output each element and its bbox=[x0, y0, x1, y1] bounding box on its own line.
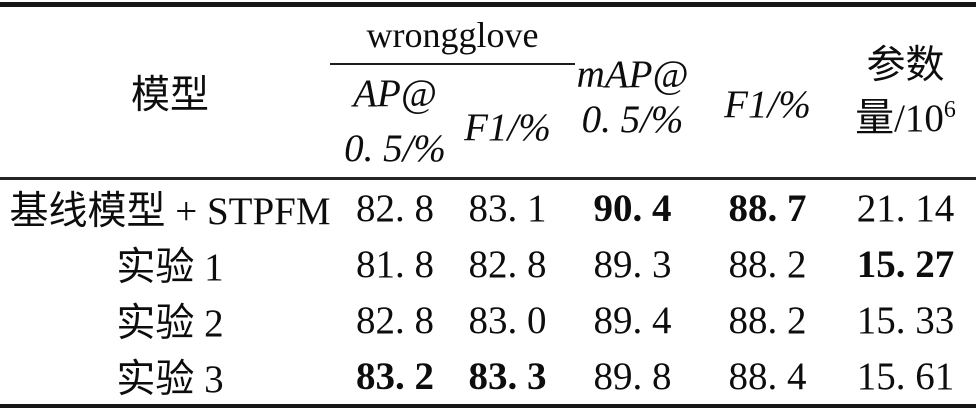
wrongglove-subheaders: AP@ 0. 5/% F1/% bbox=[340, 65, 565, 177]
results-table: 模型 wrongglove AP@ 0. 5/% F1/% bbox=[0, 7, 976, 404]
col-header-map05-line1: mAP@ bbox=[576, 53, 689, 97]
col-header-params-line2: 量/106 bbox=[835, 92, 976, 145]
col-header-f1: F1/% bbox=[700, 7, 835, 180]
table-row: 实验 1 81. 8 82. 8 89. 3 88. 2 15. 27 bbox=[0, 236, 976, 292]
wrongglove-group: wrongglove AP@ 0. 5/% F1/% bbox=[330, 7, 575, 177]
table-row: 实验 3 83. 2 83. 3 89. 8 88. 4 15. 61 bbox=[0, 348, 976, 404]
col-group-wrongglove: wrongglove AP@ 0. 5/% F1/% bbox=[330, 7, 575, 180]
table-row: 基线模型 + STPFM 82. 8 83. 1 90. 4 88. 7 21. 14 bbox=[0, 179, 976, 237]
cell-model: 实验 1 bbox=[116, 246, 224, 289]
cell-model: 实验 2 bbox=[116, 302, 224, 345]
cell-map05: 89. 3 bbox=[593, 242, 672, 286]
cell-ap05: 82. 8 bbox=[356, 186, 434, 230]
cell-f1: 88. 2 bbox=[728, 242, 807, 286]
cell-ap05: 82. 8 bbox=[356, 298, 434, 342]
col-header-map05-line2: 0. 5/% bbox=[581, 98, 684, 141]
col-header-model: 模型 bbox=[0, 7, 340, 180]
col-header-ap05-line2: 0. 5/% bbox=[344, 127, 446, 170]
cell-f1: 88. 4 bbox=[728, 354, 807, 398]
cell-map05: 89. 4 bbox=[593, 298, 672, 342]
map05-stack: mAP@ 0. 5/% bbox=[565, 53, 700, 143]
cell-f1: 88. 7 bbox=[728, 186, 807, 230]
col-header-params-line1: 参数 bbox=[866, 43, 945, 87]
cell-params: 15. 61 bbox=[856, 354, 955, 398]
cell-model: 实验 3 bbox=[116, 358, 224, 401]
col-header-f1-label: F1/% bbox=[724, 82, 811, 126]
col-header-f1-wrongglove: F1/% bbox=[464, 105, 551, 149]
paper-table: 模型 wrongglove AP@ 0. 5/% F1/% bbox=[0, 2, 976, 408]
col-group-title-wrongglove: wrongglove bbox=[330, 7, 575, 65]
params-stack: 参数 量/106 bbox=[835, 39, 976, 145]
cell-params: 21. 14 bbox=[856, 186, 955, 230]
header-row: 模型 wrongglove AP@ 0. 5/% F1/% bbox=[0, 7, 976, 180]
cell-params: 15. 27 bbox=[856, 242, 955, 286]
cell-ap05: 83. 2 bbox=[356, 354, 434, 398]
col-header-ap05-line1: AP@ bbox=[353, 71, 437, 115]
col-header-params: 参数 量/106 bbox=[835, 7, 976, 180]
col-header-ap05: AP@ 0. 5/% bbox=[340, 66, 450, 177]
cell-f1-wrongglove: 83. 1 bbox=[468, 186, 547, 230]
cell-model: 基线模型 + STPFM bbox=[9, 190, 331, 233]
table-body: 基线模型 + STPFM 82. 8 83. 1 90. 4 88. 7 21. 14 实验… bbox=[0, 179, 976, 405]
cell-ap05: 81. 8 bbox=[356, 242, 434, 286]
table-header: 模型 wrongglove AP@ 0. 5/% F1/% bbox=[0, 7, 976, 180]
cell-f1: 88. 2 bbox=[728, 298, 807, 342]
cell-map05: 90. 4 bbox=[593, 186, 672, 230]
col-header-params-exponent: 6 bbox=[943, 97, 956, 123]
table-row: 实验 2 82. 8 83. 0 89. 4 88. 2 15. 33 bbox=[0, 292, 976, 348]
cell-f1-wrongglove: 83. 3 bbox=[468, 354, 547, 398]
cell-map05: 89. 8 bbox=[593, 354, 672, 398]
cell-f1-wrongglove: 83. 0 bbox=[468, 298, 547, 342]
col-header-map05: mAP@ 0. 5/% bbox=[565, 7, 700, 180]
col-header-params-line2-base: 量/10 bbox=[855, 97, 944, 140]
cell-f1-wrongglove: 82. 8 bbox=[468, 242, 547, 286]
cell-params: 15. 33 bbox=[856, 298, 955, 342]
